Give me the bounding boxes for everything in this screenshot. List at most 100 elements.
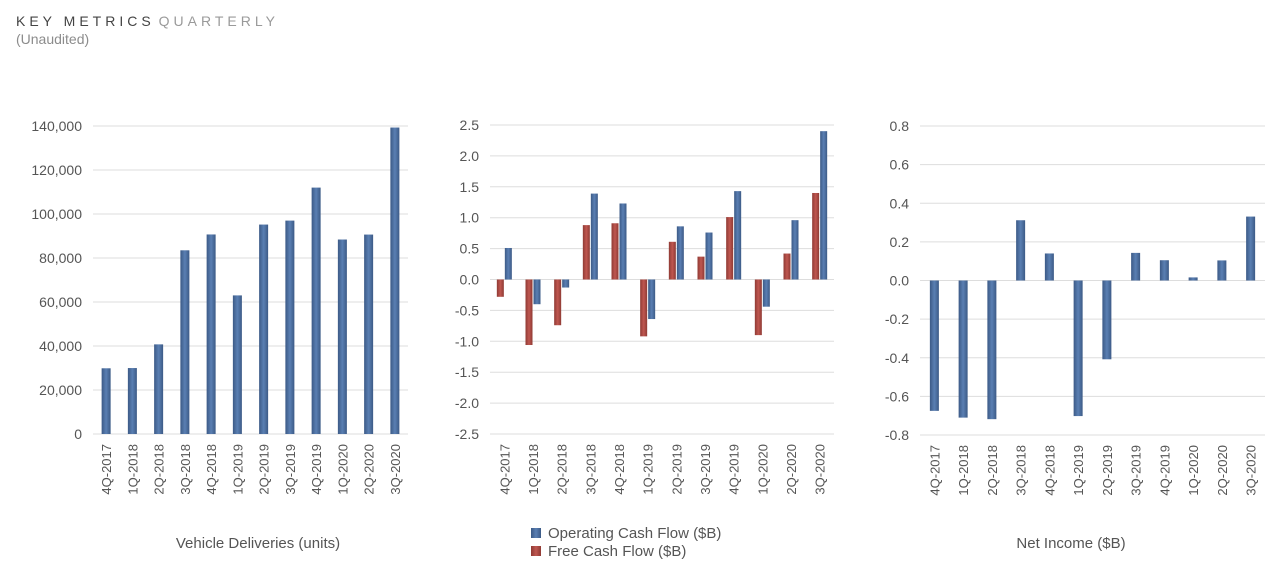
bar-4Q-2018 xyxy=(1044,253,1054,281)
x-tick-label: 4Q-2019 xyxy=(309,444,324,495)
title-main: KEY METRICS xyxy=(16,13,155,29)
page-subtitle: (Unaudited) xyxy=(16,31,90,47)
x-tick-label: 3Q-2018 xyxy=(1014,445,1029,496)
ocf-bar-3Q-2019 xyxy=(705,232,713,280)
y-tick-label: -1.5 xyxy=(455,364,479,380)
bar-1Q-2020 xyxy=(337,239,347,434)
fcf-bar-3Q-2020 xyxy=(812,192,820,280)
fcf-bar-1Q-2020 xyxy=(754,279,762,336)
bar-3Q-2018 xyxy=(1016,220,1026,281)
chart-caption: Vehicle Deliveries (units) xyxy=(176,535,340,552)
y-tick-label: 80,000 xyxy=(39,250,82,266)
bar-4Q-2019 xyxy=(311,187,321,434)
x-tick-label: 1Q-2020 xyxy=(335,444,350,495)
fcf-bar-1Q-2019 xyxy=(640,279,648,337)
x-tick-label: 1Q-2019 xyxy=(1071,445,1086,496)
bar-3Q-2019 xyxy=(285,220,295,434)
y-tick-label: 0.5 xyxy=(460,241,480,257)
bar-2Q-2018 xyxy=(154,344,164,434)
fcf-bar-3Q-2018 xyxy=(582,225,590,280)
fcf-bar-2Q-2019 xyxy=(668,241,676,280)
x-tick-label: 4Q-2018 xyxy=(204,444,219,495)
y-tick-label: 1.5 xyxy=(460,179,480,195)
y-tick-label: 2.5 xyxy=(460,117,480,133)
y-tick-label: 0.2 xyxy=(890,234,910,250)
bar-3Q-2020 xyxy=(1246,216,1256,281)
x-tick-label: 1Q-2018 xyxy=(526,444,541,495)
page-title: KEY METRICS QUARTERLY xyxy=(16,12,279,30)
x-tick-label: 2Q-2019 xyxy=(257,444,272,495)
y-tick-label: 0 xyxy=(74,426,82,442)
y-tick-label: 60,000 xyxy=(39,294,82,310)
x-tick-label: 4Q-2018 xyxy=(612,444,627,495)
x-tick-label: 1Q-2018 xyxy=(956,445,971,496)
cash-flow-chart: -2.5 -2.0 -1.5 -1.0 -0.5 0.0 0.5 1.0 1.5 2.0 2.5 4Q… xyxy=(455,117,834,560)
x-tick-label: 2Q-2020 xyxy=(784,444,799,495)
ocf-bar-4Q-2017 xyxy=(504,247,512,280)
y-tick-label: -1.0 xyxy=(455,333,479,349)
bar-4Q-2019 xyxy=(1159,260,1169,281)
bar-1Q-2018 xyxy=(958,280,968,418)
y-tick-label: 0.6 xyxy=(890,157,910,173)
y-tick-label: 0.0 xyxy=(460,272,480,288)
fcf-bar-4Q-2019 xyxy=(726,217,734,280)
fcf-bar-2Q-2020 xyxy=(783,253,791,280)
x-tick-label: 1Q-2018 xyxy=(125,444,140,495)
y-tick-label: -0.2 xyxy=(885,311,909,327)
title-sub: QUARTERLY xyxy=(158,13,279,29)
ocf-bar-4Q-2018 xyxy=(619,203,627,280)
net-income-chart: -0.8 -0.6 -0.4 -0.2 0.0 0.2 0.4 0.6 0.8 4Q-2017 1Q… xyxy=(885,118,1265,552)
y-tick-label: -2.0 xyxy=(455,395,479,411)
ocf-bar-3Q-2020 xyxy=(820,131,828,280)
x-tick-label: 3Q-2020 xyxy=(1244,445,1259,496)
x-tick-label: 3Q-2019 xyxy=(698,444,713,495)
y-tick-label: 0.0 xyxy=(890,273,910,289)
bar-1Q-2019 xyxy=(232,295,242,434)
y-tick-label: -0.6 xyxy=(885,388,909,404)
x-tick-label: 2Q-2018 xyxy=(152,444,167,495)
y-tick-label: -2.5 xyxy=(455,426,479,442)
bar-2Q-2020 xyxy=(1217,260,1227,281)
bar-2Q-2019 xyxy=(1102,280,1112,360)
ocf-bar-2Q-2020 xyxy=(791,220,799,280)
x-tick-label: 2Q-2018 xyxy=(555,444,570,495)
page-header: KEY METRICS QUARTERLY (Unaudited) xyxy=(16,12,279,47)
x-tick-label: 1Q-2019 xyxy=(641,444,656,495)
legend-label: Free Cash Flow ($B) xyxy=(548,543,686,560)
y-tick-label: 1.0 xyxy=(460,210,480,226)
legend-swatch xyxy=(531,528,541,538)
x-tick-label: 3Q-2020 xyxy=(813,444,828,495)
x-tick-label: 3Q-2018 xyxy=(583,444,598,495)
x-tick-label: 4Q-2019 xyxy=(727,444,742,495)
legend-label: Operating Cash Flow ($B) xyxy=(548,525,721,542)
x-tick-label: 2Q-2020 xyxy=(1215,445,1230,496)
y-tick-label: 40,000 xyxy=(39,338,82,354)
bar-1Q-2019 xyxy=(1073,280,1083,417)
x-tick-label: 4Q-2017 xyxy=(99,444,114,495)
x-tick-label: 2Q-2019 xyxy=(669,444,684,495)
x-tick-label: 2Q-2020 xyxy=(362,444,377,495)
x-tick-label: 1Q-2020 xyxy=(1186,445,1201,496)
x-tick-label: 1Q-2019 xyxy=(230,444,245,495)
x-tick-label: 4Q-2019 xyxy=(1157,445,1172,496)
ocf-bar-2Q-2018 xyxy=(562,279,570,288)
bar-1Q-2020 xyxy=(1188,277,1198,281)
x-tick-label: 4Q-2018 xyxy=(1042,445,1057,496)
ocf-bar-1Q-2019 xyxy=(648,279,656,320)
y-tick-label: 0.4 xyxy=(890,195,910,211)
x-tick-label: 1Q-2020 xyxy=(755,444,770,495)
bar-3Q-2019 xyxy=(1131,252,1141,281)
legend-swatch xyxy=(531,546,541,556)
fcf-bar-4Q-2017 xyxy=(496,279,504,297)
ocf-bar-1Q-2018 xyxy=(533,279,541,305)
y-tick-label: 20,000 xyxy=(39,382,82,398)
ocf-bar-2Q-2019 xyxy=(676,226,684,280)
fcf-bar-3Q-2019 xyxy=(697,256,705,280)
bar-4Q-2017 xyxy=(101,368,111,434)
y-tick-label: 100,000 xyxy=(31,206,82,222)
fcf-bar-2Q-2018 xyxy=(554,279,562,326)
fcf-bar-4Q-2018 xyxy=(611,223,619,280)
y-tick-label: -0.5 xyxy=(455,302,479,318)
y-tick-label: 0.8 xyxy=(890,118,910,134)
